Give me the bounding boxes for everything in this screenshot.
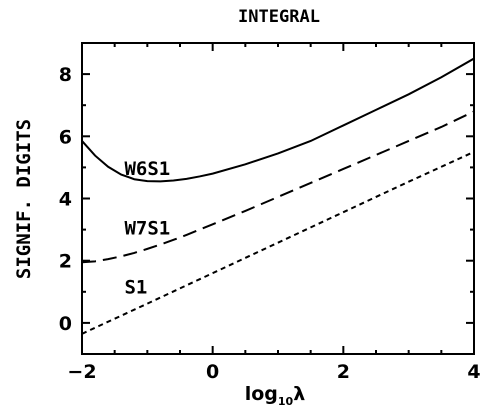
x-axis-label-sub: 10 <box>278 395 294 408</box>
series-line-s1 <box>82 150 474 335</box>
x-axis-label-base: log <box>245 383 278 405</box>
x-axis-label-symbol: λ <box>293 383 305 405</box>
curve-label-w6s1: W6S1 <box>124 158 170 180</box>
x-axis-label: log10λ <box>245 383 306 408</box>
x-tick-label: 2 <box>337 361 350 383</box>
plot-area <box>82 57 474 335</box>
series-line-w6s1 <box>82 57 474 183</box>
y-tick-label: 4 <box>59 189 72 211</box>
tick-labels: −2 0 2 4 0 2 4 6 8 W6S1 W7S1 S1 <box>59 64 481 383</box>
y-tick-label: 0 <box>59 313 72 335</box>
x-tick-label: 4 <box>467 361 480 383</box>
y-tick-label: 2 <box>59 251 72 273</box>
series-line-w7s1 <box>82 110 474 264</box>
y-tick-label: 6 <box>59 126 72 148</box>
y-axis-label: SIGNIF. DIGITS <box>13 119 35 279</box>
chart-title: INTEGRAL <box>238 7 320 27</box>
axis-ticks <box>81 42 475 355</box>
x-tick-label: 0 <box>206 361 219 383</box>
curve-label-s1: S1 <box>124 276 147 298</box>
y-tick-label: 8 <box>59 64 72 86</box>
x-tick-label: −2 <box>67 361 96 383</box>
curve-label-w7s1: W7S1 <box>124 217 170 239</box>
